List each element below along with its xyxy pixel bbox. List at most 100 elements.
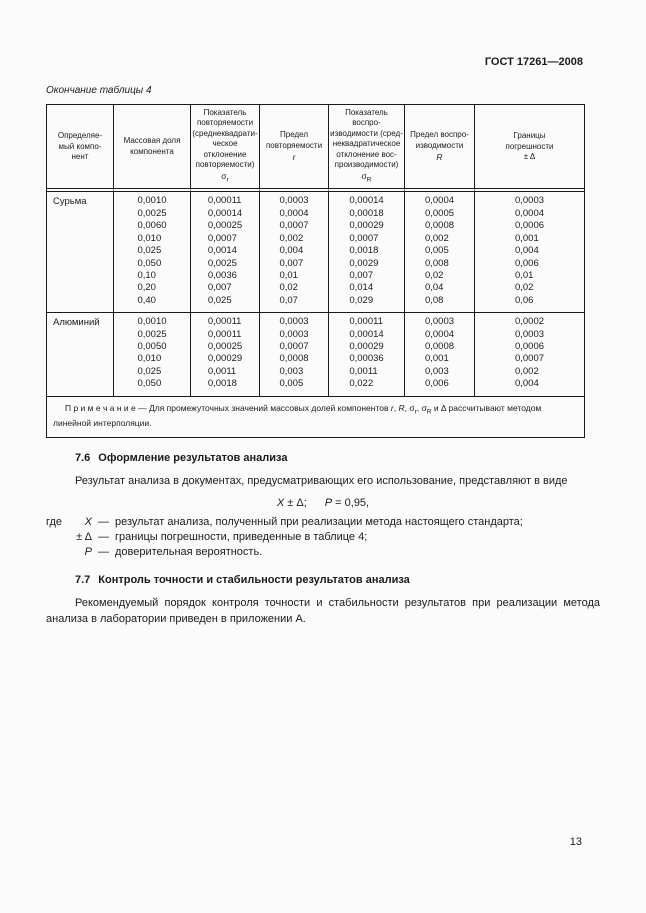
section-77-heading: 7.7 Контроль точности и стабильности резу…	[75, 574, 600, 586]
value-line: 0,0004	[424, 195, 455, 207]
value-line: 0,0050	[137, 340, 167, 352]
value-line: 0,20	[137, 282, 156, 294]
table-header-row: Определяе-мый компо-нент Массовая доля ком…	[47, 105, 584, 193]
value-line: 0,00011	[207, 316, 242, 328]
section-77-title: Контроль точности и стабильности результ…	[98, 574, 410, 587]
value-line: 0,0005	[424, 207, 455, 219]
page-content: ГОСТ 17261—2008 Окончание таблицы 4 Опре…	[0, 56, 646, 627]
formula: X ± Δ; P = 0,95,	[46, 497, 600, 509]
value-line: 0,01	[279, 269, 298, 281]
value-line: 0,0003	[514, 195, 545, 207]
value-line: 0,00011	[349, 316, 383, 328]
value-line: 0,0007	[349, 232, 379, 244]
value-line: 0,0007	[279, 340, 309, 352]
value-line: 0,006	[514, 257, 539, 269]
text-sections: 7.6 Оформление результатов анализа Резуль…	[46, 452, 600, 627]
value-cell: 0,00011 0,00011 0,00025 0,00029 0,0011 0,0018	[191, 313, 260, 397]
value-cell: 0,00014 0,00018 0,00029 0,0007 0,0018 0,0029 0…	[329, 192, 405, 314]
column-header: Предел повторяемости r	[260, 105, 329, 193]
column-header: Границы погрешности ± Δ	[475, 105, 584, 193]
value-line: 0,00029	[349, 220, 384, 232]
value-line: 0,0011	[207, 365, 237, 377]
value-cell: 0,0003 0,0004 0,0007 0,002 0,004 0,007 0,01 0,0…	[260, 192, 329, 314]
value-line: 0,0006	[514, 220, 545, 232]
value-line: 0,0008	[279, 353, 309, 365]
value-line: 0,00025	[207, 220, 243, 232]
component-name: Сурьма	[47, 192, 114, 314]
value-line: 0,005	[279, 378, 304, 390]
value-line: 0,006	[424, 378, 449, 390]
value-line: 0,0003	[279, 195, 309, 207]
value-line: 0,007	[349, 269, 374, 281]
component-group-row: Сурьма 0,0010 0,0025 0,0060 0,010 0,025 0,050 0…	[47, 192, 584, 314]
value-line: 0,0007	[514, 353, 545, 365]
value-line: 0,003	[424, 365, 449, 377]
section-76-intro: Результат анализа в документах, предусма…	[75, 474, 568, 487]
value-line: 0,001	[424, 353, 449, 365]
formula-left: X ± Δ;	[277, 497, 307, 509]
page-number: 13	[569, 836, 582, 848]
value-line: 0,00011	[207, 328, 242, 340]
value-line: 0,0003	[279, 316, 309, 328]
value-line: 0,0029	[349, 257, 379, 269]
value-line: 0,025	[137, 245, 162, 257]
value-line: 0,025	[207, 294, 232, 306]
value-line: 0,004	[514, 245, 539, 257]
value-line: 0,0036	[207, 269, 237, 281]
formula-var-p: P	[324, 497, 333, 510]
value-line: 0,0010	[137, 195, 167, 207]
value-line: 0,050	[137, 257, 162, 269]
value-line: 0,050	[137, 378, 162, 390]
value-line: 0,0003	[279, 328, 309, 340]
value-cell: 0,0004 0,0005 0,0008 0,002 0,005 0,008 0,02 0,0…	[405, 192, 475, 314]
value-line: 0,010	[137, 232, 162, 244]
value-line: 0,0002	[514, 316, 545, 328]
section-76-title: Оформление результатов анализа	[98, 451, 288, 464]
value-cell: 0,00011 0,00014 0,00029 0,00036 0,0011 0,022	[329, 313, 405, 397]
where-list: где X — результат анализа, полученный при р…	[46, 515, 600, 560]
value-cell: 0,0010 0,0025 0,0060 0,010 0,025 0,050 0,10 0,2…	[114, 192, 191, 314]
value-cell: 0,0003 0,0004 0,0008 0,001 0,003 0,006	[405, 313, 475, 397]
value-line: 0,004	[514, 378, 539, 390]
table-body: Сурьма 0,0010 0,0025 0,0060 0,010 0,025 0,050 0…	[47, 192, 584, 397]
value-line: 0,08	[424, 294, 444, 306]
table-note-row: П р и м е ч а н и е — Для промежуточных …	[47, 397, 584, 437]
value-cell: 0,00011 0,00014 0,00025 0,0007 0,0014 0,0025 0…	[191, 192, 260, 314]
section-77-body: Рекомендуемый порядок контроля точности …	[46, 597, 600, 625]
where-item: P — доверительная вероятность.	[84, 546, 263, 559]
value-line: 0,00036	[349, 353, 384, 365]
value-line: 0,0008	[424, 220, 455, 232]
value-cell: 0,0002 0,0003 0,0006 0,0007 0,002 0,004	[475, 313, 584, 397]
value-line: 0,40	[137, 294, 156, 306]
column-header: Определяе-мый компо-нент	[47, 105, 114, 193]
value-line: 0,10	[137, 269, 156, 281]
value-line: 0,003	[279, 365, 304, 377]
value-line: 0,02	[514, 282, 534, 294]
value-cell: 0,0010 0,0025 0,0050 0,010 0,025 0,050	[114, 313, 191, 397]
value-line: 0,0006	[514, 340, 545, 352]
value-line: 0,0060	[137, 220, 167, 232]
value-line: 0,010	[137, 353, 162, 365]
section-76-number: 7.6	[75, 451, 91, 464]
value-line: 0,02	[424, 269, 444, 281]
where-item: ± Δ — границы погрешности, приведенные в т…	[76, 531, 368, 544]
table-caption: Окончание таблицы 4	[46, 85, 152, 96]
column-header: Показатель воспро-изводимости (сред-некв…	[329, 105, 405, 193]
value-line: 0,008	[424, 257, 449, 269]
component-name: Алюминий	[47, 313, 114, 397]
value-line: 0,0003	[514, 328, 545, 340]
results-table: Определяе-мый компо-нент Массовая доля ком…	[46, 104, 585, 438]
value-line: 0,025	[137, 365, 162, 377]
value-line: 0,007	[207, 282, 232, 294]
column-header: Массовая доля компонента	[114, 105, 191, 193]
value-line: 0,004	[279, 245, 304, 257]
value-line: 0,0018	[349, 245, 379, 257]
value-line: 0,002	[514, 365, 539, 377]
value-line: 0,0025	[137, 328, 167, 340]
value-line: 0,0007	[207, 232, 237, 244]
value-line: 0,0011	[349, 365, 378, 377]
value-line: 0,0004	[279, 207, 309, 219]
doc-number: ГОСТ 17261—2008	[484, 56, 583, 68]
value-line: 0,022	[349, 378, 374, 390]
